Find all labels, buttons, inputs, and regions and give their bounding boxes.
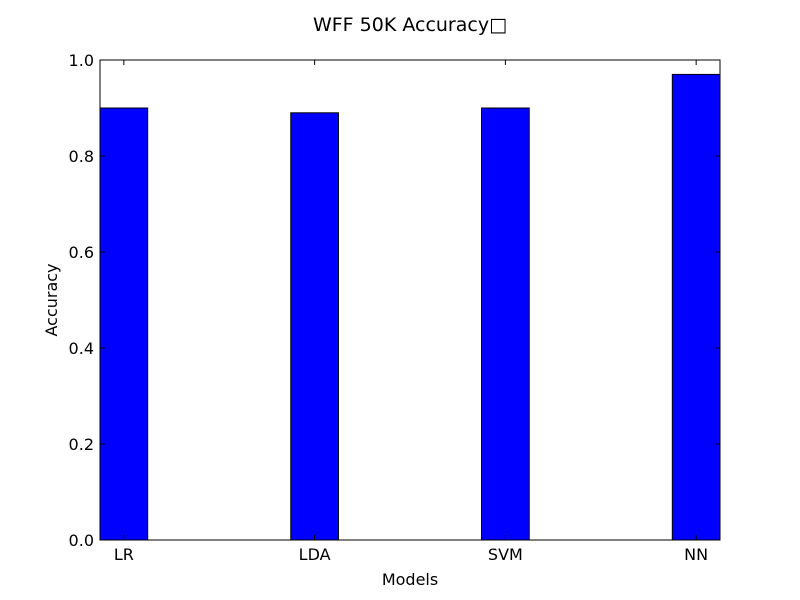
x-tick-label-lr: LR xyxy=(114,545,134,564)
bars-group xyxy=(99,73,721,541)
x-tick-label-svm: SVM xyxy=(488,545,523,564)
bar-lda xyxy=(290,112,339,541)
y-axis: 0.0 0.2 0.4 0.6 0.8 1.0 xyxy=(69,51,720,550)
x-tick-label-lda: LDA xyxy=(299,545,331,564)
y-axis-label: Accuracy xyxy=(42,263,61,336)
y-tick-label: 1.0 xyxy=(69,51,94,70)
y-tick-label: 0.4 xyxy=(69,339,94,358)
x-axis-label: Models xyxy=(382,570,438,589)
bar-svm xyxy=(481,107,530,541)
y-tick-label: 0.8 xyxy=(69,147,94,166)
chart-title: WFF 50K Accuracy□ xyxy=(313,14,507,36)
y-tick-label: 0.0 xyxy=(69,531,94,550)
bar-nn xyxy=(671,73,721,541)
x-axis: LR LDA SVM NN xyxy=(114,60,708,564)
x-tick-label-nn: NN xyxy=(684,545,708,564)
y-tick-label: 0.2 xyxy=(69,435,94,454)
bar-lr xyxy=(99,107,149,541)
y-tick-label: 0.6 xyxy=(69,243,94,262)
plot-frame xyxy=(99,59,721,541)
